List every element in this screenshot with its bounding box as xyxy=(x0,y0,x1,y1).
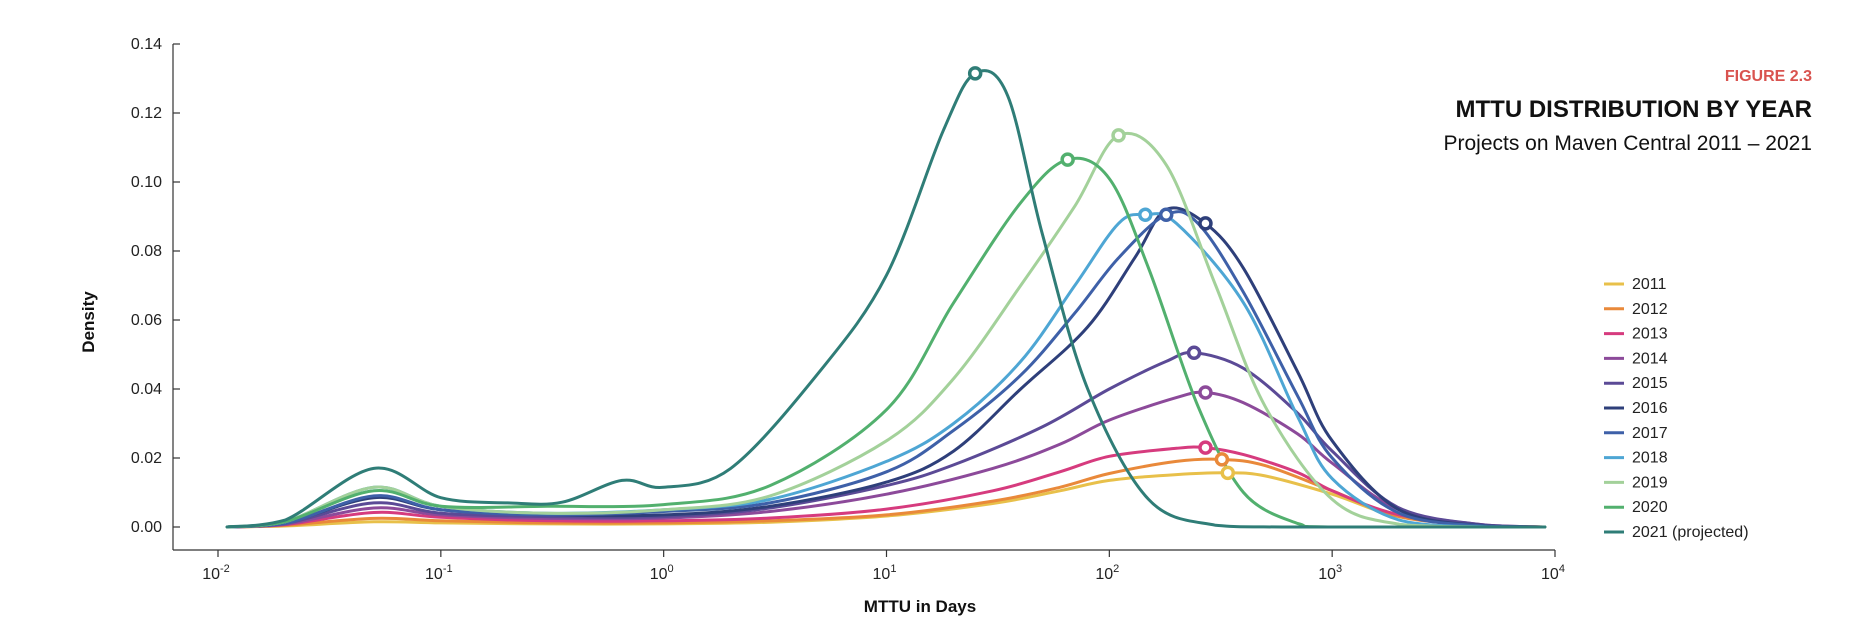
y-tick-label: 0.14 xyxy=(131,36,162,53)
legend-label: 2011 xyxy=(1632,276,1667,293)
y-tick-label: 0.00 xyxy=(131,519,162,536)
series-line-7 xyxy=(225,210,1547,529)
legend-label: 2015 xyxy=(1632,375,1668,392)
series-line-11 xyxy=(225,69,1547,529)
legend-label: 2019 xyxy=(1632,474,1668,491)
series-lines xyxy=(225,69,1547,529)
peak-marker-7 xyxy=(1158,207,1174,223)
y-tick-label: 0.02 xyxy=(131,450,162,467)
series-line-3 xyxy=(225,445,1547,529)
legend-label: 2012 xyxy=(1632,301,1668,318)
peak-marker-5 xyxy=(1186,345,1202,361)
x-tick-label: 104 xyxy=(1541,563,1565,583)
peak-marker-3 xyxy=(1198,440,1213,455)
series-line-1 xyxy=(225,471,1547,529)
y-tick-label: 0.08 xyxy=(131,243,162,260)
legend-label: 2018 xyxy=(1632,450,1668,467)
peak-marker-1 xyxy=(1220,465,1236,481)
legend-label: 2014 xyxy=(1632,350,1668,367)
y-tick-label: 0.12 xyxy=(131,105,162,122)
axes xyxy=(172,44,1555,551)
y-tick-label: 0.10 xyxy=(131,174,162,191)
y-ticks: 0.00 0.02 0.04 0.06 0.08 0.10 0.12 0.14 xyxy=(131,36,180,536)
x-ticks: 10-2 10-1 100 101 102 103 104 xyxy=(202,550,1565,583)
series-line-10 xyxy=(225,156,1547,529)
legend: 2011 2012 2013 2014 2015 2016 2017 2018 2019 2020… xyxy=(1604,276,1749,541)
peak-marker-10 xyxy=(1060,152,1075,167)
y-tick-label: 0.04 xyxy=(131,381,162,398)
chart-subtitle: Projects on Maven Central 2011 – 2021 xyxy=(1443,132,1812,155)
series-line-4 xyxy=(225,390,1547,529)
x-tick-label: 10-1 xyxy=(425,563,453,583)
y-axis-title: Density xyxy=(79,291,98,353)
series-line-9 xyxy=(225,131,1547,529)
x-tick-label: 10-2 xyxy=(202,563,230,583)
x-tick-label: 100 xyxy=(650,563,674,583)
peak-marker-4 xyxy=(1198,385,1213,400)
peak-marker-9 xyxy=(1111,128,1126,143)
legend-label: 2017 xyxy=(1632,425,1668,442)
figure-label: FIGURE 2.3 xyxy=(1725,68,1812,85)
x-tick-label: 101 xyxy=(873,563,897,583)
peak-marker-6 xyxy=(1198,216,1213,231)
peak-marker-11 xyxy=(967,66,983,81)
x-tick-label: 103 xyxy=(1318,563,1342,583)
series-line-6 xyxy=(225,206,1547,529)
legend-label: 2021 (projected) xyxy=(1632,524,1749,541)
x-tick-label: 102 xyxy=(1095,563,1119,583)
x-axis-title: MTTU in Days xyxy=(864,597,976,616)
peak-marker-8 xyxy=(1138,207,1153,223)
series-line-8 xyxy=(225,212,1547,529)
legend-label: 2020 xyxy=(1632,499,1668,516)
legend-label: 2016 xyxy=(1632,400,1668,417)
series-line-5 xyxy=(225,351,1547,529)
legend-label: 2013 xyxy=(1632,326,1668,343)
chart-title: MTTU DISTRIBUTION BY YEAR xyxy=(1456,96,1812,123)
peak-marker-2 xyxy=(1214,452,1230,467)
y-tick-label: 0.06 xyxy=(131,312,162,329)
peak-markers xyxy=(967,66,1236,481)
